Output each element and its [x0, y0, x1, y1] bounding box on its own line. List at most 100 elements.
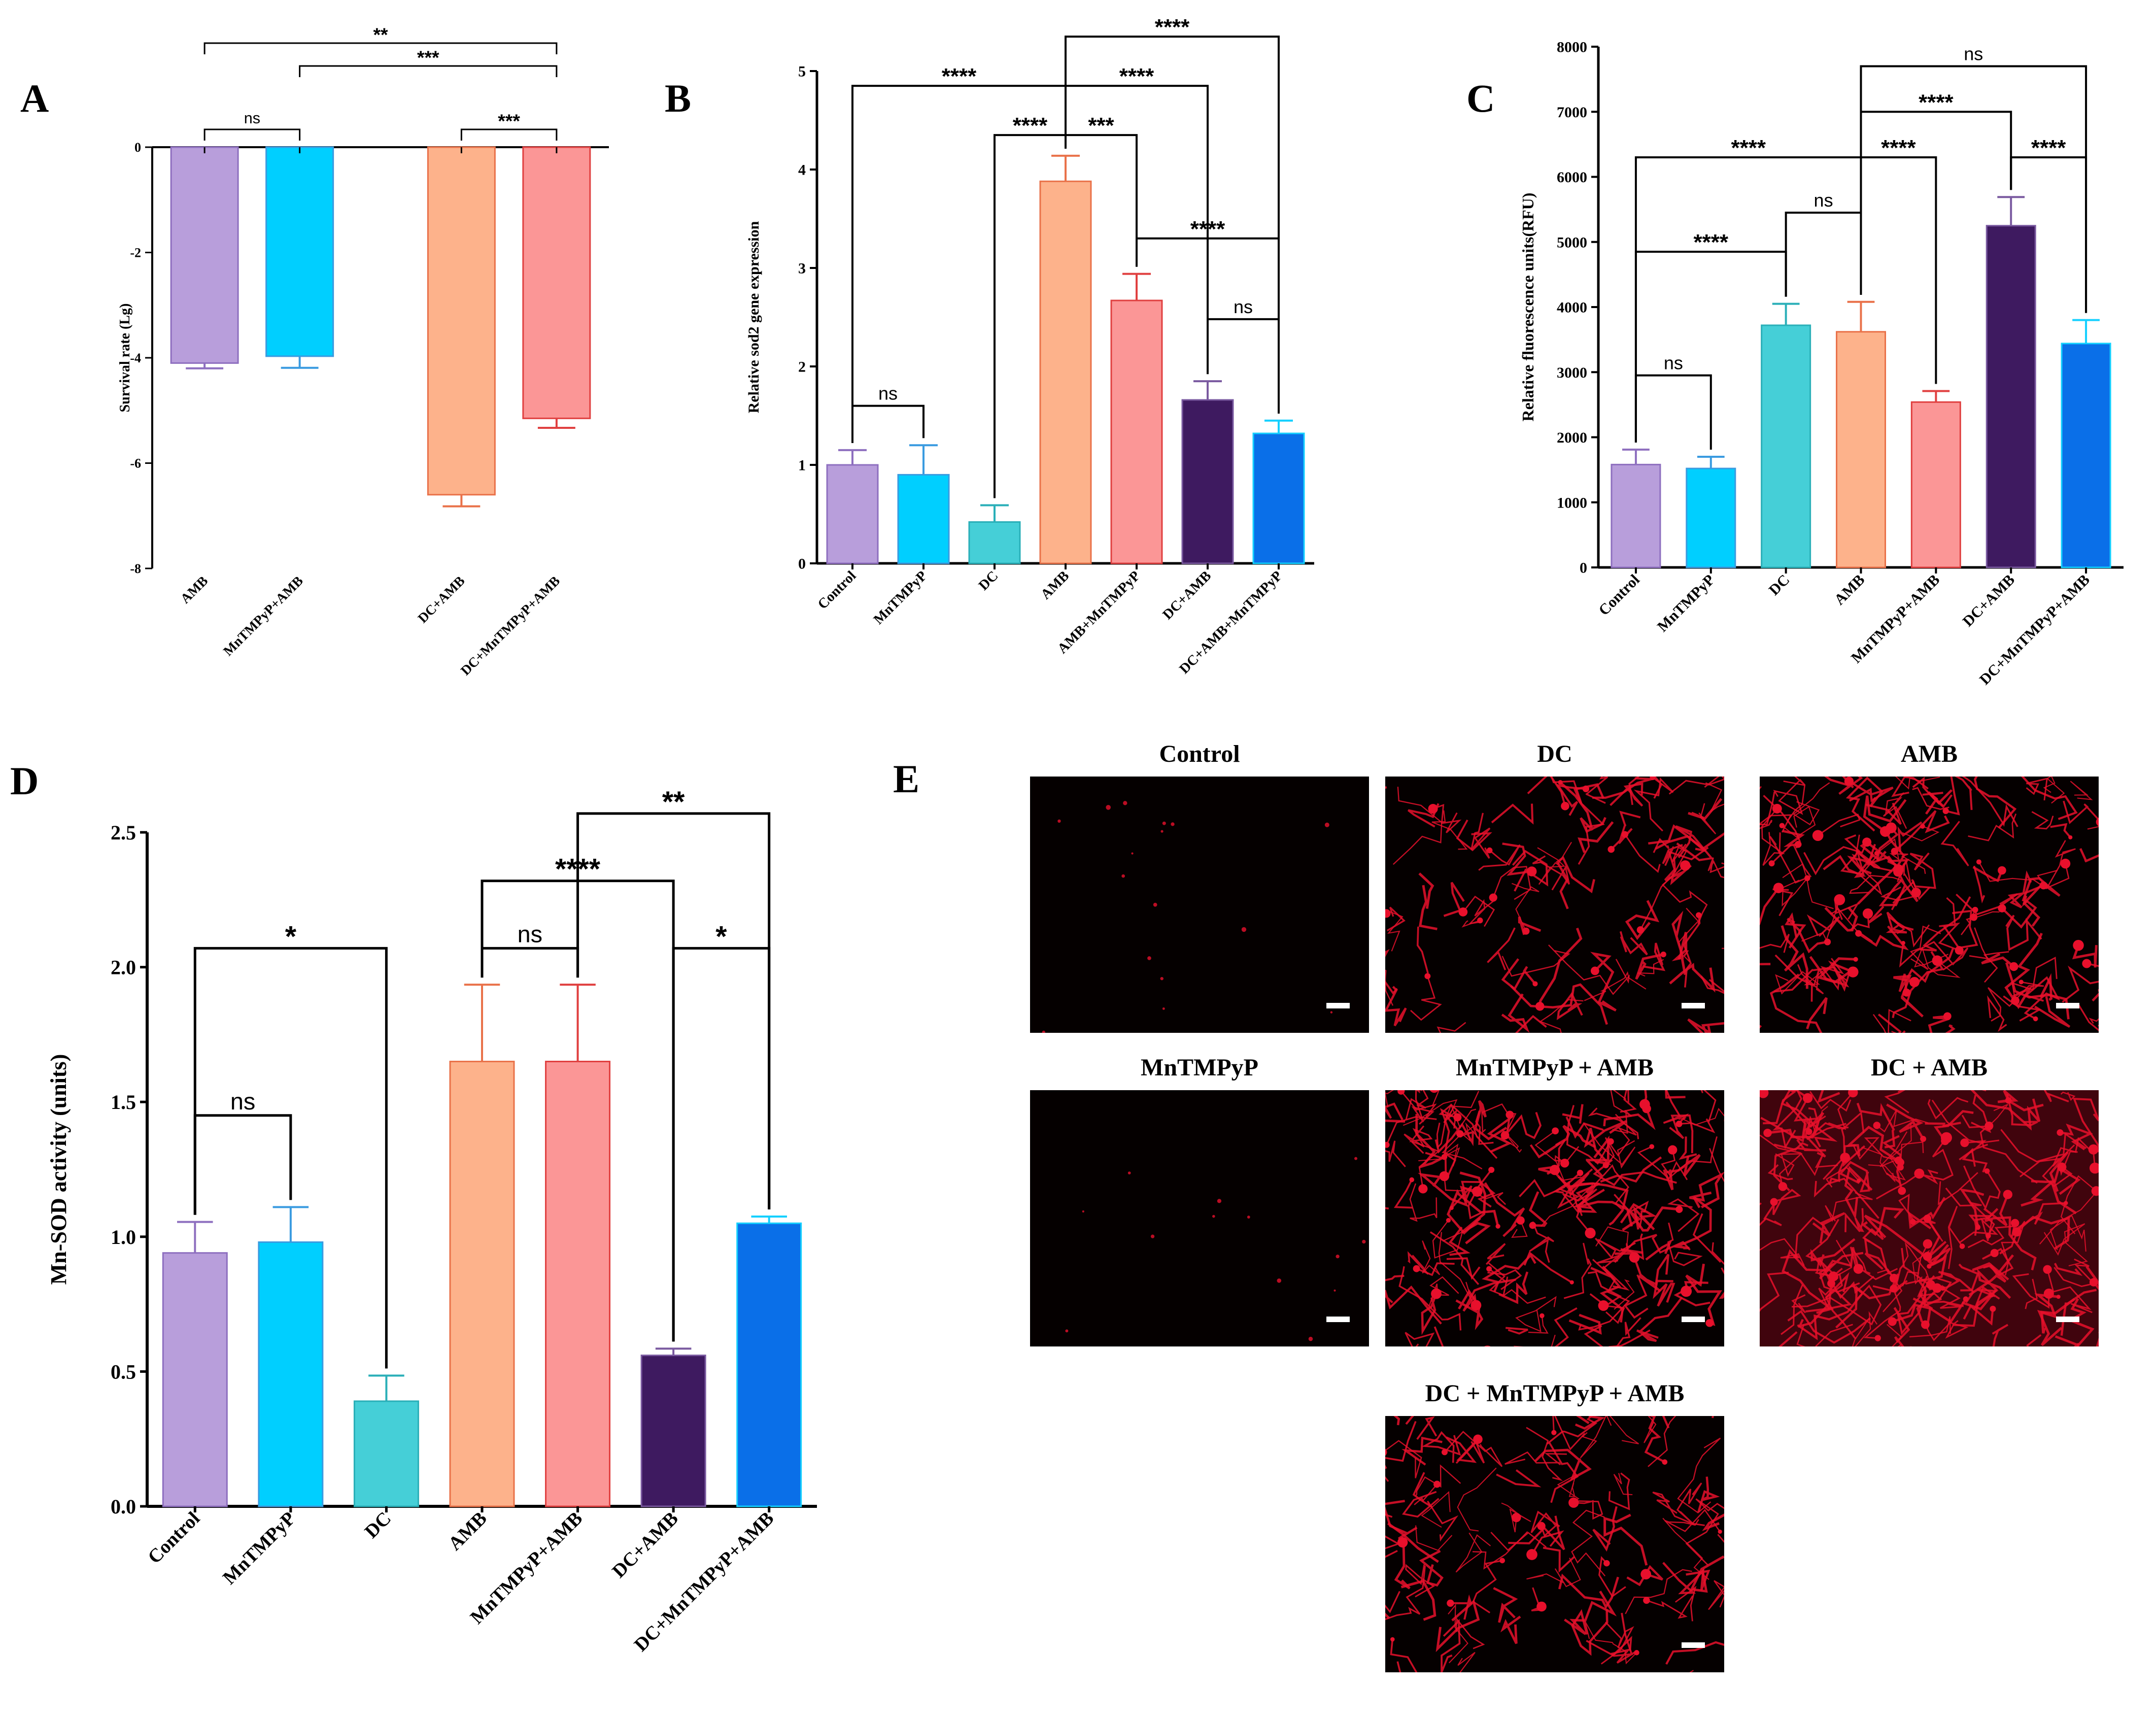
micrograph-hypha	[1688, 798, 1723, 821]
micrograph-hypha	[1414, 1484, 1438, 1505]
micrograph-hypha	[1487, 1117, 1512, 1153]
bar	[2061, 343, 2111, 568]
micrograph-hypha	[2063, 800, 2099, 824]
micrograph-spot	[1123, 801, 1127, 805]
micrograph-hypha	[1526, 1558, 1581, 1588]
bar	[1686, 467, 1736, 568]
micrograph-cell	[1577, 1207, 1582, 1212]
y-tick-label: 2.5	[111, 821, 136, 844]
x-tick-label: MnTMPyP	[871, 568, 931, 628]
micrograph-hypha	[1772, 1090, 1802, 1150]
micrograph-hypha	[1852, 1311, 1878, 1346]
bar	[427, 146, 496, 496]
micrograph-spot	[1057, 819, 1061, 823]
micrograph-hypha	[2087, 821, 2099, 830]
micrograph-hypha	[1566, 1105, 1612, 1165]
micrograph-hypha	[2043, 1223, 2088, 1267]
significance-label: ns	[1664, 353, 1683, 374]
micrograph-hypha	[1884, 1090, 1909, 1114]
micrograph-cell	[1489, 893, 1497, 902]
micrograph-hypha	[1787, 1310, 1871, 1344]
micrograph-cell	[1473, 1434, 1483, 1444]
micrograph-image	[1385, 777, 1724, 1033]
micrograph-cell	[1805, 1128, 1812, 1135]
micrograph-cell	[1923, 1239, 1933, 1249]
micrograph-hypha	[1505, 1327, 1528, 1335]
y-tick-label: 3000	[1557, 364, 1587, 381]
micrograph-hypha	[1669, 1114, 1694, 1154]
micrograph-hypha	[1390, 1639, 1418, 1672]
micrograph-hypha	[1925, 1122, 1961, 1127]
micrograph-cell	[1650, 777, 1656, 781]
micrograph-cell	[1639, 1099, 1650, 1110]
micrograph-hypha	[2092, 989, 2099, 1002]
significance-bracket	[299, 65, 558, 77]
micrograph-hypha	[1451, 1181, 1496, 1209]
micrograph-label: MnTMPyP	[1141, 1054, 1258, 1081]
micrograph-filaments	[1385, 777, 1724, 1033]
micrograph-cell	[1385, 1141, 1390, 1148]
micrograph-label: DC + AMB	[1870, 1054, 1988, 1081]
micrograph-cell	[1470, 1300, 1482, 1311]
micrograph-hypha	[1824, 777, 1863, 795]
micrograph-hypha	[1927, 1097, 1969, 1120]
micrograph-cell	[1812, 830, 1824, 841]
micrograph-hypha	[1863, 1286, 1902, 1339]
micrograph-hypha	[1512, 883, 1539, 932]
micrograph-cell	[1536, 1601, 1547, 1612]
micrograph-hypha	[1498, 1271, 1529, 1304]
significance-bracket	[1634, 374, 1712, 450]
micrograph-hypha	[1484, 1182, 1525, 1237]
micrograph-hypha	[1481, 1103, 1517, 1136]
micrograph-hypha	[1689, 1670, 1694, 1672]
micrograph-hypha	[1858, 925, 1909, 951]
micrograph-cell	[1590, 966, 1599, 975]
micrograph-hypha	[1461, 920, 1481, 928]
micrograph-cell	[1984, 1121, 1994, 1130]
micrograph-hypha	[1565, 1116, 1604, 1139]
micrograph-hypha	[1705, 782, 1724, 813]
x-tick-label: AMB	[1831, 571, 1868, 609]
panel-letter-d: D	[10, 759, 39, 803]
significance-bracket	[203, 128, 301, 141]
scale-bar	[2056, 1317, 2079, 1322]
y-tick-label: -6	[130, 456, 141, 471]
micrograph-cell	[1853, 1264, 1864, 1274]
micrograph-hypha	[1891, 777, 1929, 797]
micrograph-hypha	[1877, 1014, 1906, 1033]
micrograph-cell	[1770, 1198, 1778, 1206]
micrograph-hypha	[1608, 1472, 1630, 1510]
micrograph-cell	[1923, 1215, 1932, 1223]
micrograph-hypha	[1987, 995, 2007, 1032]
micrograph-spot	[1330, 1011, 1333, 1014]
micrograph-cell	[1874, 1335, 1881, 1341]
micrograph-hypha	[1457, 1651, 1476, 1672]
micrograph-hypha	[2085, 1265, 2099, 1290]
micrograph-cell	[1862, 908, 1873, 919]
micrograph-hypha	[1712, 1416, 1714, 1419]
bar	[1836, 331, 1886, 568]
micrograph-hypha	[1825, 1267, 1857, 1340]
micrograph-hypha	[1408, 803, 1440, 828]
micrograph-hypha	[1415, 1525, 1453, 1551]
y-axis-label: Survival rate (Lg)	[117, 304, 133, 413]
micrograph-cell	[1629, 1252, 1640, 1263]
y-tick-label: 5000	[1557, 234, 1587, 251]
micrograph-hypha	[1687, 1018, 1724, 1033]
micrograph-hypha	[1663, 1154, 1701, 1191]
micrograph-hypha	[1719, 1267, 1724, 1299]
micrograph-hypha	[1487, 1269, 1522, 1290]
significance-bracket	[1860, 65, 2087, 313]
micrograph-hypha	[1717, 1534, 1724, 1543]
micrograph-hypha	[1920, 896, 1971, 952]
micrograph-hypha	[1852, 1137, 1899, 1161]
micrograph-hypha	[1552, 1416, 1586, 1451]
micrograph-cell	[1522, 927, 1530, 935]
micrograph-hypha	[1393, 1416, 1400, 1426]
micrograph-hypha	[1940, 821, 1969, 866]
micrograph-hypha	[1760, 887, 1779, 965]
micrograph-hypha	[1661, 865, 1708, 924]
x-tick-label: Control	[815, 568, 860, 613]
micrograph-hypha	[1973, 865, 1986, 904]
micrograph-hypha	[1787, 918, 1802, 949]
